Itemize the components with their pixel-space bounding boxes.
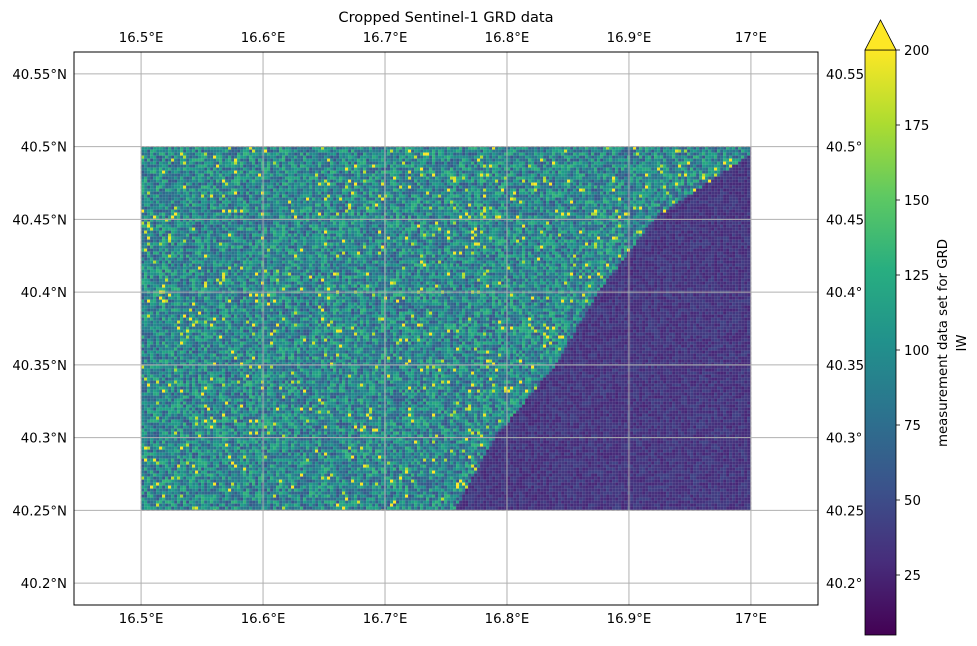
y-tick-label-right: 40.4° (826, 286, 862, 301)
colorbar-ticks: 25 50 75 100 125 150 175 200 (896, 44, 929, 584)
y-tick-label-left: 40.55°N (12, 68, 67, 83)
colorbar-tick-label: 25 (904, 569, 921, 584)
x-tick-label-bottom: 16.5°E (119, 612, 164, 627)
y-tick-label-right: 40.3° (826, 432, 862, 447)
colorbar-tick-label: 100 (904, 344, 929, 359)
colorbar-tick-label: 175 (904, 119, 929, 134)
y-tick-label-right: 40.45 (826, 213, 864, 228)
y-tick-label-right: 40.55 (826, 68, 864, 83)
y-tick-label-right: 40.25 (826, 504, 864, 519)
x-tick-label-bottom: 16.8°E (485, 612, 530, 627)
y-tick-label-left: 40.2°N (21, 577, 67, 592)
y-tick-label-left: 40.3°N (21, 432, 67, 447)
colorbar-label-line1: measurement data set for GRD (936, 239, 951, 447)
x-tick-label-top: 16.8°E (485, 31, 530, 46)
sar-raster-image (141, 147, 751, 511)
y-tick-label-left: 40.5°N (21, 141, 67, 156)
x-tick-label-bottom: 16.7°E (363, 612, 408, 627)
y-axis-right-ticks: 40.2° 40.25 40.3° 40.35 40.4° 40.45 40.5° 40.55 (826, 68, 864, 592)
y-tick-label-right: 40.35 (826, 359, 864, 374)
y-tick-label-right: 40.2° (826, 577, 862, 592)
x-axis-bottom-ticks: 16.5°E 16.6°E 16.7°E 16.8°E 16.9°E 17°E (119, 612, 767, 627)
y-axis-left-ticks: 40.2°N 40.25°N 40.3°N 40.35°N 40.4°N 40.45°N 4… (12, 68, 67, 592)
y-tick-label-left: 40.35°N (12, 359, 67, 374)
y-tick-label-right: 40.5° (826, 141, 862, 156)
colorbar-tick-label: 50 (904, 494, 921, 509)
colorbar-tick-label: 150 (904, 194, 929, 209)
x-tick-label-top: 16.9°E (607, 31, 652, 46)
x-tick-label-bottom: 16.9°E (607, 612, 652, 627)
x-tick-label-top: 16.5°E (119, 31, 164, 46)
y-tick-label-left: 40.45°N (12, 213, 67, 228)
colorbar-extend-max-triangle (865, 20, 896, 50)
y-tick-label-left: 40.25°N (12, 504, 67, 519)
chart-title: Cropped Sentinel-1 GRD data (338, 9, 553, 26)
x-tick-label-bottom: 17°E (735, 612, 767, 627)
y-tick-label-left: 40.4°N (21, 286, 67, 301)
colorbar-gradient (865, 50, 896, 635)
colorbar-tick-label: 75 (904, 419, 921, 434)
colorbar: 25 50 75 100 125 150 175 200 measurement data s… (865, 20, 970, 635)
x-axis-top-ticks: 16.5°E 16.6°E 16.7°E 16.8°E 16.9°E 17°E (119, 31, 767, 46)
x-tick-label-top: 16.7°E (363, 31, 408, 46)
x-tick-label-bottom: 16.6°E (241, 612, 286, 627)
colorbar-tick-label: 125 (904, 269, 929, 284)
colorbar-tick-label: 200 (904, 44, 929, 59)
x-tick-label-top: 17°E (735, 31, 767, 46)
x-tick-label-top: 16.6°E (241, 31, 286, 46)
colorbar-label-line2: IW (955, 334, 970, 351)
